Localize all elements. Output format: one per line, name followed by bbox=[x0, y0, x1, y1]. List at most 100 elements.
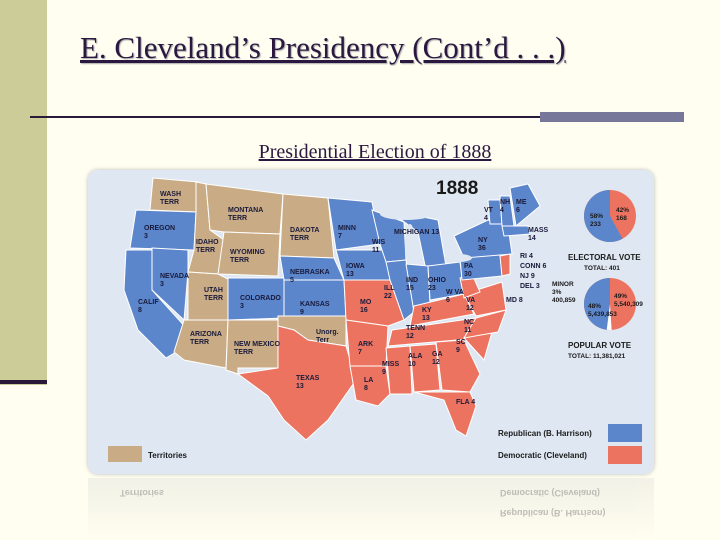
state-texas bbox=[236, 325, 357, 441]
label-utah: UTAH TERR bbox=[204, 287, 223, 302]
label-ri: RI 4 bbox=[520, 253, 533, 260]
label-la: LA 8 bbox=[364, 377, 373, 392]
label-dakota: DAKOTA TERR bbox=[290, 227, 319, 242]
electoral-pie-republican bbox=[584, 190, 623, 242]
slide-subtitle: Presidential Election of 1888 bbox=[258, 141, 492, 163]
popular-vote-total: TOTAL: 11,381,021 bbox=[568, 353, 626, 360]
label-md: MD 8 bbox=[506, 297, 523, 304]
map-year: 1888 bbox=[436, 178, 478, 199]
state-north-carolina bbox=[463, 309, 507, 339]
state-maine bbox=[509, 183, 541, 227]
label-pa: PA 30 bbox=[464, 263, 473, 278]
electoral-vote-total: TOTAL: 401 bbox=[584, 265, 620, 272]
label-miss: MISS 9 bbox=[382, 361, 399, 376]
label-montana: MONTANA TERR bbox=[228, 207, 263, 222]
label-sc: SC 9 bbox=[456, 339, 466, 354]
state-dakota bbox=[279, 193, 335, 259]
label-nevada: NEVADA 3 bbox=[160, 273, 189, 288]
state-missouri bbox=[343, 279, 405, 327]
legend-republican: Republican (B. Harrison) bbox=[498, 429, 592, 438]
label-minn: MINN 7 bbox=[338, 225, 356, 240]
label-mo: MO 16 bbox=[360, 299, 372, 314]
label-ga: GA 12 bbox=[432, 351, 443, 366]
state-new-jersey bbox=[499, 253, 511, 277]
label-mass: MASS 14 bbox=[528, 227, 549, 242]
state-arizona bbox=[173, 319, 229, 369]
lake-michigan bbox=[405, 224, 415, 264]
label-ohio: OHIO 23 bbox=[428, 277, 446, 292]
side-accent-bar bbox=[0, 0, 47, 385]
label-texas: TEXAS 13 bbox=[296, 375, 320, 390]
state-alabama bbox=[409, 343, 441, 393]
state-louisiana bbox=[349, 365, 391, 407]
label-ala: ALA 10 bbox=[408, 353, 422, 368]
label-mich: MICHIGAN 13 bbox=[394, 229, 439, 236]
label-iowa: IOWA 13 bbox=[346, 263, 365, 278]
electoral-vote-pie: 58% 233 42% 168 bbox=[584, 190, 636, 242]
label-wash: WASH TERR bbox=[160, 191, 181, 206]
lake-superior bbox=[380, 208, 432, 220]
state-mississippi bbox=[385, 345, 413, 395]
reflection-democratic: Democratic (Cleveland) bbox=[500, 488, 601, 498]
label-va: VA 12 bbox=[466, 297, 475, 312]
label-fla: FLA 4 bbox=[456, 399, 475, 406]
label-wis: WIS 11 bbox=[372, 239, 386, 254]
label-unorg: Unorg. Terr bbox=[316, 329, 339, 344]
slide-title: E. Cleveland’s Presidency (Cont’d . . .) bbox=[80, 30, 566, 65]
reflection-republican: Republican (B. Harrison) bbox=[500, 508, 606, 518]
label-wva: W VA 6 bbox=[446, 289, 464, 304]
label-ark: ARK 7 bbox=[358, 341, 373, 356]
label-nj: NJ 9 bbox=[520, 273, 535, 280]
map-reflection: Territories Democratic (Cleveland) Repub… bbox=[88, 478, 654, 540]
label-ind: IND 15 bbox=[406, 277, 418, 292]
legend-democratic: Democratic (Cleveland) bbox=[498, 451, 587, 460]
reflection-territories: Territories bbox=[120, 488, 164, 498]
side-accent-line bbox=[0, 380, 47, 384]
election-map-image: 1888 WASH TERR OREGON 3 IDAHO TERR MONTANA T… bbox=[88, 170, 654, 474]
label-del: DEL 3 bbox=[520, 283, 540, 290]
legend-swatch-territories bbox=[108, 446, 142, 462]
label-wyoming: WYOMING TERR bbox=[230, 249, 266, 264]
lake-erie bbox=[444, 254, 472, 262]
electoral-republican-label: 58% 233 bbox=[590, 213, 603, 228]
state-illinois bbox=[385, 259, 415, 321]
popular-vote-pie: 48% 5,439,853 49% 5,540,309 bbox=[584, 278, 643, 330]
popular-republican-label: 48% 5,439,853 bbox=[588, 303, 617, 318]
popular-pie-republican bbox=[584, 278, 610, 330]
state-kansas bbox=[283, 279, 347, 317]
popular-democratic-label: 49% 5,540,309 bbox=[614, 293, 643, 308]
state-florida bbox=[413, 391, 477, 437]
state-wyoming bbox=[217, 231, 281, 277]
label-nebraska: NEBRASKA 5 bbox=[290, 269, 330, 284]
label-calif: CALIF 8 bbox=[138, 299, 159, 314]
state-massachusetts bbox=[501, 225, 531, 237]
election-map: 1888 WASH TERR OREGON 3 IDAHO TERR MONTANA T… bbox=[88, 170, 654, 474]
legend-swatch-democratic bbox=[608, 446, 642, 464]
legend-swatch-republican bbox=[608, 424, 642, 442]
legend-territories: Territories bbox=[148, 451, 188, 460]
title-divider bbox=[30, 116, 540, 118]
state-labels: WASH TERR OREGON 3 IDAHO TERR MONTANA TERR W… bbox=[138, 191, 549, 406]
label-ill: ILL 22 bbox=[384, 285, 395, 300]
label-conn: CONN 6 bbox=[520, 263, 547, 270]
electoral-democratic-label: 42% 168 bbox=[616, 207, 629, 222]
state-virginia bbox=[463, 281, 507, 317]
state-kentucky bbox=[409, 293, 475, 327]
label-ky: KY 13 bbox=[422, 307, 432, 322]
label-kansas: KANSAS 9 bbox=[300, 301, 330, 316]
label-ny: NY 36 bbox=[478, 237, 488, 252]
electoral-vote-heading: ELECTORAL VOTE bbox=[568, 253, 641, 262]
label-tenn: TENN 12 bbox=[406, 325, 425, 340]
popular-vote-heading: POPULAR VOTE bbox=[568, 341, 632, 350]
label-arizona: ARIZONA TERR bbox=[190, 331, 222, 346]
label-oregon: OREGON 3 bbox=[144, 225, 175, 240]
popular-pie-minor bbox=[606, 304, 612, 330]
label-colorado: COLORADO 3 bbox=[240, 295, 281, 310]
label-nc: NC 11 bbox=[464, 319, 474, 334]
title-divider-accent bbox=[540, 112, 684, 122]
label-idaho: IDAHO TERR bbox=[196, 239, 219, 254]
state-georgia bbox=[435, 339, 481, 393]
popular-minor-label: MINOR 3% 400,859 bbox=[552, 281, 576, 304]
label-new-mexico: NEW MEXICO TERR bbox=[234, 341, 280, 356]
label-me: ME 6 bbox=[516, 199, 527, 214]
